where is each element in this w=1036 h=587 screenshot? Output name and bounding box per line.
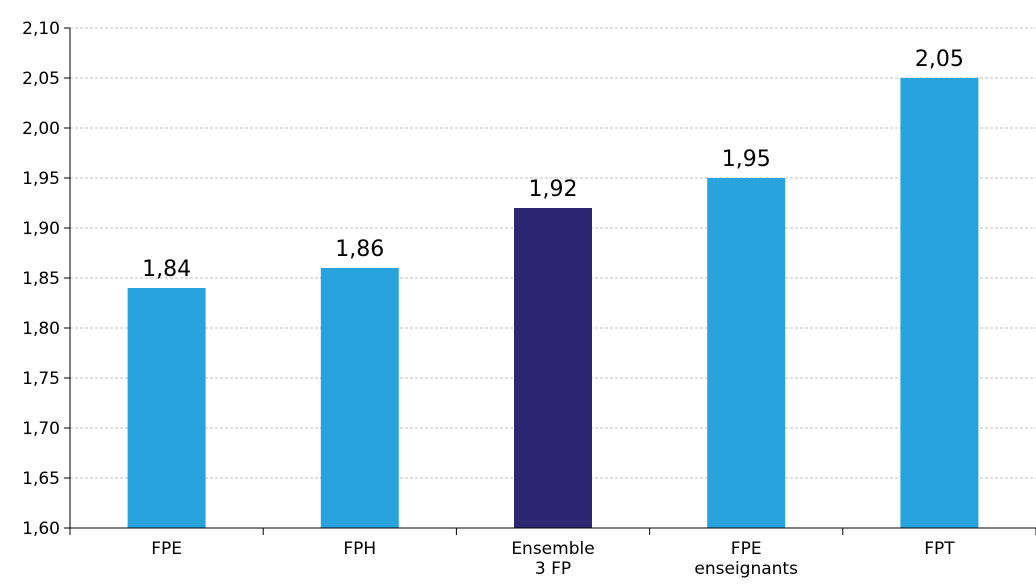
bars xyxy=(127,78,979,528)
category-label-1: FPH xyxy=(343,539,376,559)
bar-2 xyxy=(514,208,592,528)
y-tick-label-8: 2,00 xyxy=(22,119,60,139)
category-label-2: Ensemble 3 FP xyxy=(511,539,594,579)
bar-1 xyxy=(320,268,399,528)
bar-4 xyxy=(900,78,979,528)
data-label-1: 1,86 xyxy=(335,237,384,262)
bar-3 xyxy=(707,178,786,528)
category-label-4: FPT xyxy=(924,539,955,559)
category-label-line: FPT xyxy=(924,539,955,559)
y-tick-label-6: 1,90 xyxy=(22,219,60,239)
y-tick-label-3: 1,75 xyxy=(22,369,60,389)
bar-0 xyxy=(127,288,206,528)
category-label-3: FPE enseignants xyxy=(694,539,798,579)
y-tick-label-2: 1,70 xyxy=(22,419,60,439)
y-tick-label-5: 1,85 xyxy=(22,269,60,289)
data-label-4: 2,05 xyxy=(915,47,964,72)
data-label-0: 1,84 xyxy=(142,257,191,282)
axes xyxy=(64,27,1036,535)
category-label-line: FPE xyxy=(731,539,762,559)
data-label-3: 1,95 xyxy=(722,147,771,172)
category-label-line: 3 FP xyxy=(535,559,571,579)
y-tick-labels: 1,60 1,65 1,70 1,75 1,80 1,85 1,90 1,95 2,00 2,05… xyxy=(22,19,60,539)
category-label-0: FPE xyxy=(151,539,182,559)
y-tick-label-0: 1,60 xyxy=(22,519,60,539)
y-tick-label-1: 1,65 xyxy=(22,469,60,489)
category-label-line: Ensemble xyxy=(511,539,594,559)
category-label-line: FPH xyxy=(343,539,376,559)
y-tick-label-7: 1,95 xyxy=(22,169,60,189)
y-tick-label-9: 2,05 xyxy=(22,69,60,89)
y-tick-label-4: 1,80 xyxy=(22,319,60,339)
category-label-line: FPE xyxy=(151,539,182,559)
y-tick-label-10: 2,10 xyxy=(22,19,60,39)
category-label-line: enseignants xyxy=(694,559,798,579)
data-labels: 1,84 1,86 1,92 1,95 2,05 xyxy=(142,47,964,282)
data-label-2: 1,92 xyxy=(529,177,578,202)
